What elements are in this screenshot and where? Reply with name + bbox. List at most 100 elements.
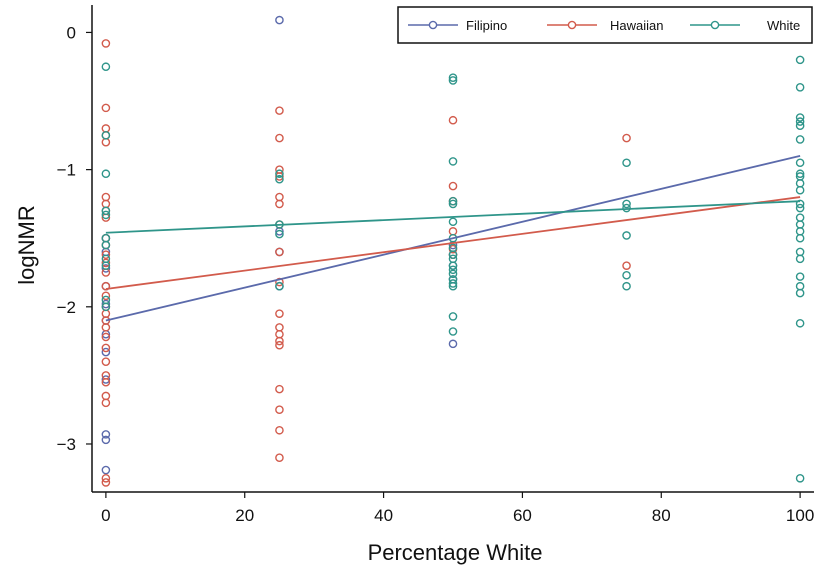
point-white	[795, 179, 805, 188]
point-white	[101, 206, 111, 216]
point-filipino	[101, 347, 111, 357]
legend-label-hawaiian: Hawaiian	[610, 18, 663, 33]
fit-line-filipino	[105, 155, 801, 322]
point-hawaiian	[275, 384, 284, 394]
point-white	[448, 281, 458, 291]
x-tick-label: 80	[652, 506, 671, 525]
x-tick-label: 40	[374, 506, 393, 525]
x-tick-label: 60	[513, 506, 532, 525]
point-white	[795, 220, 805, 229]
point-white	[101, 169, 111, 179]
point-filipino	[275, 15, 284, 25]
point-hawaiian	[275, 323, 284, 332]
point-filipino	[101, 465, 111, 475]
point-hawaiian	[275, 453, 284, 463]
point-white	[448, 73, 458, 83]
point-hawaiian	[275, 309, 284, 318]
point-white	[795, 281, 805, 291]
point-hawaiian	[101, 323, 111, 332]
point-hawaiian	[275, 329, 284, 339]
point-white	[275, 169, 284, 179]
point-white	[275, 281, 284, 291]
legend: Filipino Hawaiian White	[397, 6, 813, 44]
point-white	[795, 55, 805, 65]
point-hawaiian	[448, 115, 458, 125]
point-white	[795, 254, 805, 264]
point-hawaiian	[101, 398, 111, 408]
point-hawaiian	[448, 227, 458, 236]
point-filipino	[101, 264, 111, 273]
point-white	[795, 199, 805, 209]
point-hawaiian	[101, 377, 111, 387]
point-hawaiian	[275, 133, 284, 143]
point-hawaiian	[275, 336, 284, 346]
point-white	[795, 473, 805, 483]
point-white	[101, 240, 111, 250]
point-hawaiian	[275, 199, 284, 209]
point-filipino	[448, 339, 458, 349]
y-axis-label: logNMR	[14, 205, 39, 284]
point-hawaiian	[101, 309, 111, 318]
point-white	[795, 135, 805, 144]
point-white	[101, 62, 111, 72]
point-hawaiian	[275, 106, 284, 115]
point-filipino	[101, 299, 111, 309]
fit-line-white	[105, 200, 801, 234]
point-white	[448, 76, 458, 85]
point-white	[795, 185, 805, 195]
legend-marker-filipino	[428, 20, 438, 30]
point-white	[448, 312, 458, 321]
point-white	[795, 113, 805, 122]
point-white	[795, 288, 805, 298]
fit-line-hawaiian	[105, 196, 801, 290]
point-hawaiian	[101, 250, 111, 259]
legend-marker-white	[710, 20, 720, 30]
axes: 0 20 40 60 80 100 0 −1 −2 −3	[57, 5, 814, 525]
point-hawaiian	[101, 137, 111, 147]
point-white	[448, 199, 458, 209]
point-white	[795, 158, 805, 168]
point-hawaiian	[101, 473, 111, 483]
x-tick-label: 100	[786, 506, 814, 525]
point-filipino	[101, 430, 111, 439]
fit-lines	[105, 155, 801, 322]
point-white	[448, 261, 458, 270]
point-white	[275, 229, 284, 239]
legend-label-white: White	[767, 18, 800, 33]
point-hawaiian	[101, 391, 111, 401]
point-white	[448, 327, 458, 336]
point-hawaiian	[448, 181, 458, 191]
point-white	[622, 199, 631, 209]
point-white	[448, 269, 458, 279]
point-white	[622, 231, 631, 240]
point-hawaiian	[275, 405, 284, 414]
y-tick-label: 0	[67, 23, 76, 42]
point-hawaiian	[101, 103, 111, 113]
legend-box	[397, 6, 813, 44]
point-hawaiian	[101, 199, 111, 209]
x-tick-label: 20	[235, 506, 254, 525]
legend-label-filipino: Filipino	[466, 18, 507, 33]
point-hawaiian	[101, 281, 111, 291]
point-hawaiian	[622, 133, 631, 143]
point-white	[101, 233, 111, 243]
point-white	[448, 279, 458, 288]
point-white	[448, 265, 458, 275]
point-white	[795, 83, 805, 92]
point-white	[101, 210, 111, 220]
point-white	[622, 270, 631, 280]
point-white	[795, 227, 805, 236]
point-white	[275, 174, 284, 184]
point-white	[795, 117, 805, 126]
point-hawaiian	[101, 478, 111, 487]
point-hawaiian	[275, 247, 284, 257]
point-white	[622, 158, 631, 168]
point-white	[795, 203, 805, 213]
point-white	[795, 318, 805, 328]
point-white	[795, 213, 805, 222]
point-hawaiian	[275, 425, 284, 435]
point-white	[101, 261, 111, 270]
point-white	[448, 217, 458, 227]
point-filipino	[101, 375, 111, 384]
